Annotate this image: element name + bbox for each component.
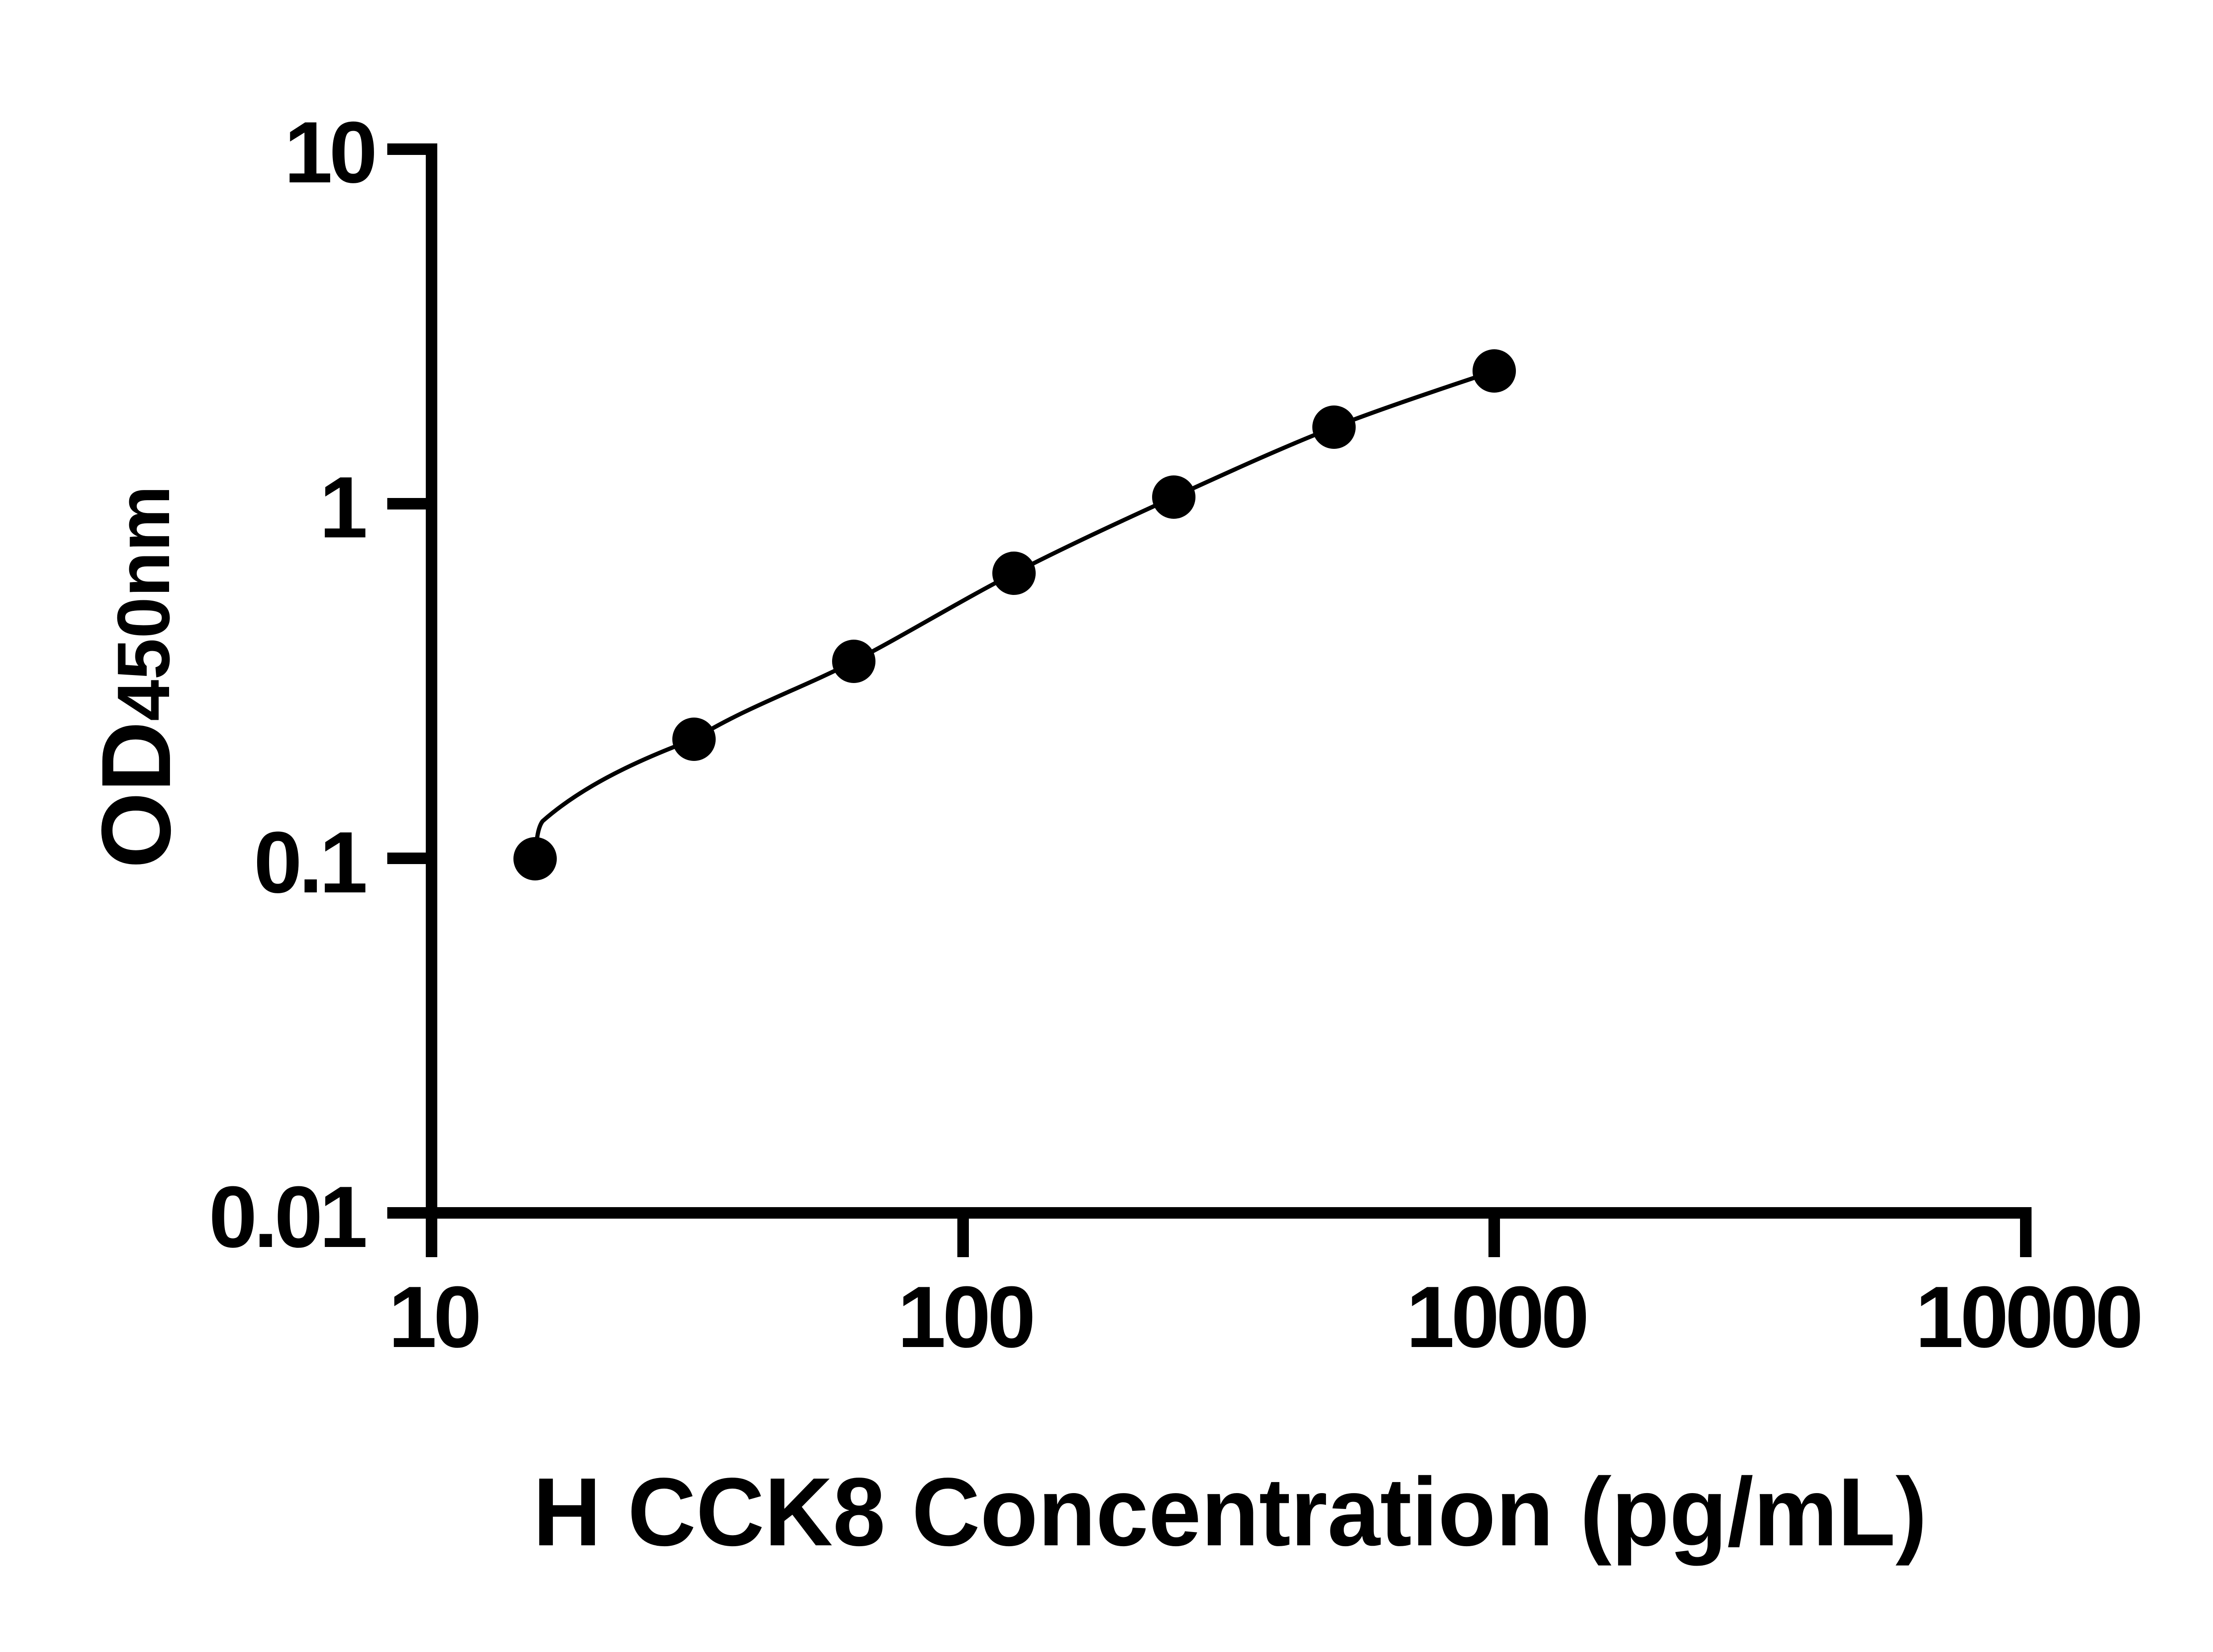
svg-text:0.01: 0.01 xyxy=(209,1168,366,1266)
svg-text:10: 10 xyxy=(284,104,374,201)
svg-text:OD450nm: OD450nm xyxy=(81,486,191,868)
svg-text:1000: 1000 xyxy=(1406,1268,1586,1366)
svg-text:1: 1 xyxy=(319,459,366,556)
svg-text:100: 100 xyxy=(898,1268,1033,1366)
svg-text:H CCK8 Concentration (pg/mL): H CCK8 Concentration (pg/mL) xyxy=(533,1458,1927,1566)
svg-text:0.1: 0.1 xyxy=(254,814,366,911)
svg-text:10000: 10000 xyxy=(1915,1268,2140,1366)
svg-text:10: 10 xyxy=(388,1268,478,1366)
